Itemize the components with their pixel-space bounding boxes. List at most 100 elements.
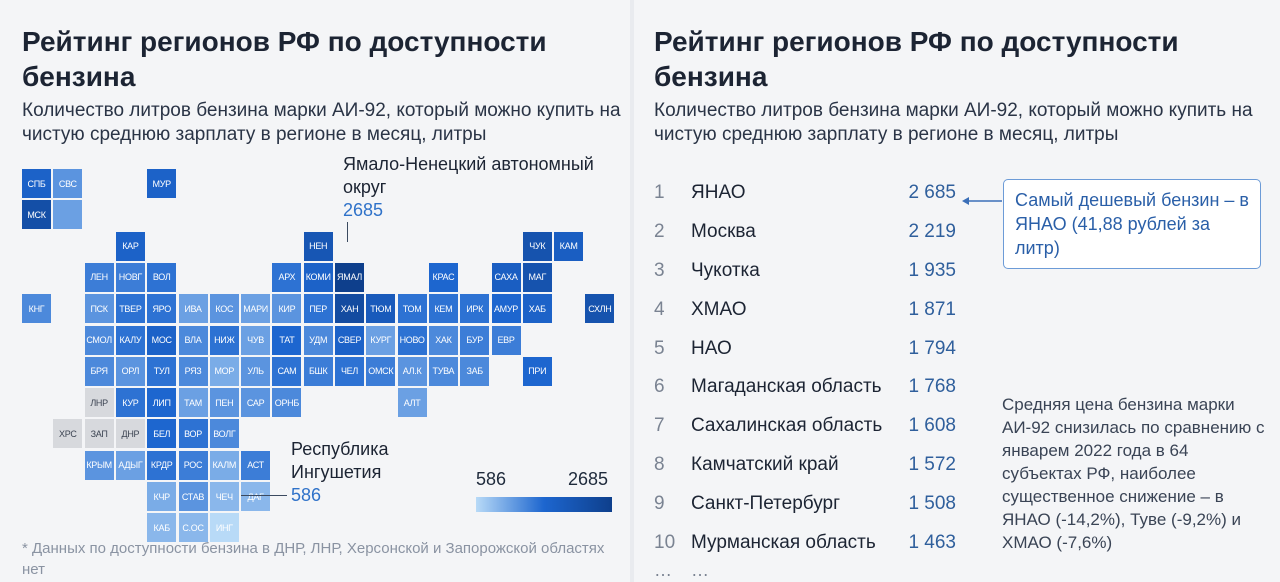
region-tile: НОВГ <box>115 262 145 292</box>
region-tile: БШК <box>303 356 333 386</box>
region-tile: РЯЗ <box>178 356 208 386</box>
region-tile: ЧУВ <box>241 325 271 355</box>
region-tile: МОС <box>147 325 177 355</box>
rank-number: 1 <box>654 182 665 203</box>
ranking-panel: Рейтинг регионов РФ по доступности бензи… <box>634 0 1280 582</box>
region-tile: ЯРО <box>147 294 177 324</box>
region-name: ЯНАО <box>691 182 746 203</box>
price-change-note: Средняя цена бензина марки АИ-92 снизила… <box>1002 395 1265 552</box>
ranking-row: 1 ЯНАО 2 685 <box>654 174 974 213</box>
region-tile: СВЕР <box>335 325 364 355</box>
region-tile: ХАН <box>335 294 364 324</box>
region-tile: УДМ <box>303 325 333 355</box>
region-tile: ДНР <box>115 419 145 449</box>
ranking-row: 9 Санкт-Петербург 1 508 <box>654 485 974 524</box>
region-tile: САХА <box>491 262 521 292</box>
ranking-row: 2 Москва 2 219 <box>654 213 974 252</box>
region-tile: АЛТ <box>397 388 427 418</box>
region-tile: УЛЬ <box>241 356 271 386</box>
region-tile: КНГ <box>22 294 51 324</box>
arrow-left-icon <box>962 197 1002 205</box>
region-tile: ИРК <box>460 294 490 324</box>
region-tile: КЕМ <box>428 294 458 324</box>
region-tile: СХЛН <box>585 294 615 324</box>
liters-value: 2 219 <box>908 220 956 242</box>
region-tile: МУР <box>147 169 177 198</box>
region-tile: АМУР <box>491 294 521 324</box>
region-tile: ПСК <box>84 294 114 324</box>
region-tile: КРДР <box>147 450 177 480</box>
region-tile: АРХ <box>272 262 302 292</box>
region-tile: ОМСК <box>366 356 396 386</box>
callout-ingushetia-label: Республика Ингушетия <box>291 439 389 482</box>
region-tile: КУРГ <box>366 325 396 355</box>
region-tile: КОС <box>209 294 239 324</box>
ranking-row: 7 Сахалинская область 1 608 <box>654 407 974 446</box>
rank-number: 6 <box>654 376 665 398</box>
region-tile: КИР <box>272 294 302 324</box>
region-tile: МОР <box>209 356 239 386</box>
region-tile: МАГ <box>522 262 552 292</box>
region-tile: ЧУК <box>522 231 552 261</box>
region-tile: НЕН <box>303 231 333 261</box>
ranking-subtitle: Количество литров бензина марки АИ-92, к… <box>654 100 1253 145</box>
leader-line-ingushetia <box>241 495 287 496</box>
region-tile: ВОЛГ <box>209 419 239 449</box>
map-panel: Рейтинг регионов РФ по доступности бензи… <box>0 0 630 582</box>
region-name: Камчатский край <box>691 454 839 476</box>
region-name: Магаданская область <box>691 376 882 398</box>
region-name: Чукотка <box>691 259 760 281</box>
region-tile: БУР <box>460 325 490 355</box>
callout-ingushetia: Республика Ингушетия 586 <box>291 438 411 507</box>
region-tile: СТАВ <box>178 482 208 511</box>
region-tile: КРЫМ <box>84 450 114 480</box>
region-tile: КОМИ <box>303 262 333 292</box>
legend-max-label: 2685 <box>568 469 609 489</box>
region-tile: ОРЛ <box>115 356 145 386</box>
region-name: Сахалинская область <box>691 415 883 437</box>
region-tile: СПБ <box>22 169 51 198</box>
callout-yanao-value: 2685 <box>343 200 384 220</box>
leader-line-yanao <box>347 222 348 242</box>
rank-number: 3 <box>654 259 665 281</box>
ellipsis-name: … <box>691 560 712 580</box>
region-tile: МСК <box>22 200 51 230</box>
region-tile: ТОМ <box>397 294 427 324</box>
region-tile: КАР <box>115 231 145 261</box>
region-tile: БЕЛ <box>147 419 177 449</box>
region-tile: ТВЕР <box>115 294 145 324</box>
ranking-row: 6 Магаданская область 1 768 <box>654 368 974 407</box>
region-tile: БРЯ <box>84 356 114 386</box>
map-subtitle: Количество литров бензина марки АИ-92, к… <box>22 100 621 145</box>
region-tile: АСТ <box>241 450 271 480</box>
region-tile: ЕВР <box>491 325 521 355</box>
region-tile: ЗАБ <box>460 356 490 386</box>
region-tile: САМ <box>272 356 302 386</box>
region-tile: ТУЛ <box>147 356 177 386</box>
region-tile: КАЛМ <box>209 450 239 480</box>
footnote: * Данных по доступности бензина в ДНР, Л… <box>22 540 605 578</box>
map-title: Рейтинг регионов РФ по доступности бензи… <box>22 26 547 92</box>
ranking-row: 8 Камчатский край 1 572 <box>654 446 974 485</box>
liters-value: 1 871 <box>908 298 956 320</box>
region-tile: ПРИ <box>522 356 552 386</box>
region-tile: КРАС <box>428 262 458 292</box>
region-name: Мурманская область <box>691 532 876 554</box>
region-tile: НИЖ <box>209 325 239 355</box>
region-tile: ОРНБ <box>272 388 302 418</box>
ranking-row: 3 Чукотка 1 935 <box>654 252 974 291</box>
region-tile: ЯМАЛ <box>335 262 364 292</box>
liters-value: 1 935 <box>908 259 956 281</box>
liters-value: 1 608 <box>908 415 956 437</box>
region-tile: СМОЛ <box>84 325 114 355</box>
region-tile: СВС <box>53 169 83 198</box>
callout-yanao-label: Ямало-Ненецкий автономный округ <box>343 154 594 197</box>
region-tile: ИВА <box>178 294 208 324</box>
region-tile: ЛЕН <box>84 262 114 292</box>
region-tile: ТАТ <box>272 325 302 355</box>
region-tile: КУР <box>115 388 145 418</box>
rank-number: 4 <box>654 298 665 320</box>
region-tile: ВОР <box>178 419 208 449</box>
region-tile: ХРС <box>53 419 83 449</box>
legend-min-label: 586 <box>476 469 507 489</box>
